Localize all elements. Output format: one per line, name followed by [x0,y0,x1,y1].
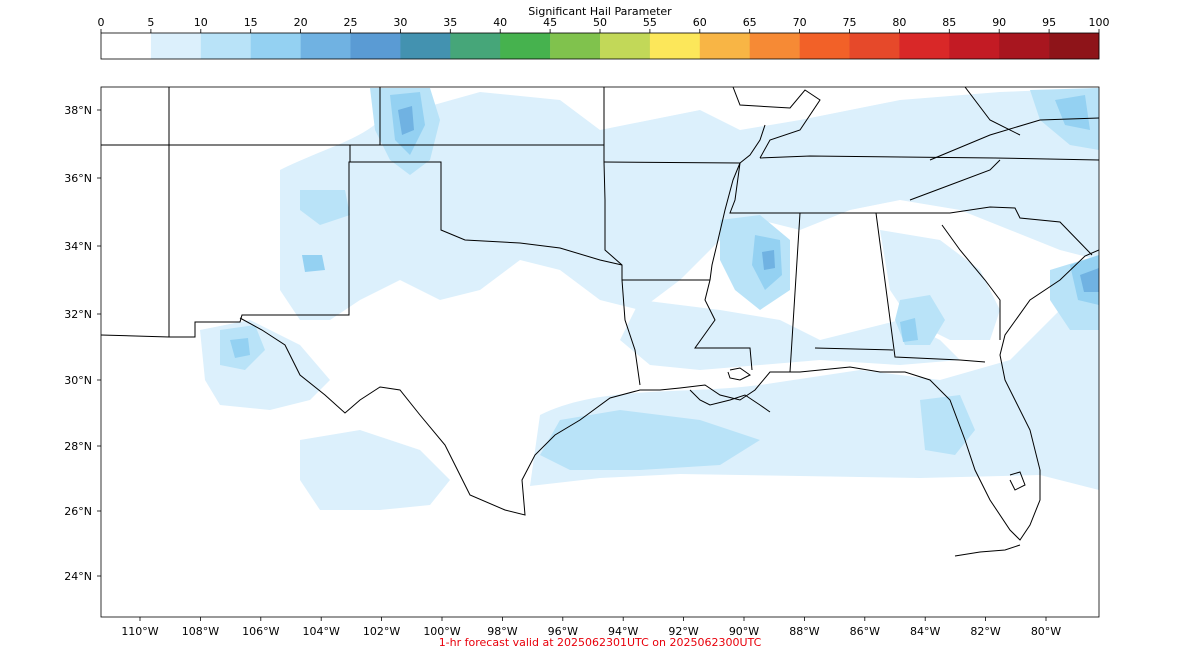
longitude-label: 96°W [548,625,578,638]
latitude-label: 34°N [64,240,92,253]
latitude-label: 38°N [64,104,92,117]
longitude-label: 106°W [242,625,279,638]
colorbar-tick-label: 10 [194,16,208,29]
colorbar-bin [849,33,900,59]
colorbar-tick-label: 25 [344,16,358,29]
colorbar-bin [899,33,950,59]
latitude-label: 30°N [64,374,92,387]
colorbar-tick-label: 90 [992,16,1006,29]
colorbar-tick-label: 15 [244,16,258,29]
latitude-label: 32°N [64,308,92,321]
colorbar-bin [400,33,451,59]
colorbar-bin [649,33,701,59]
longitude-label: 84°W [910,625,940,638]
longitude-label: 100°W [423,625,460,638]
colorbar-frame [100,32,1100,60]
longitude-label: 104°W [303,625,340,638]
colorbar-tick-label: 95 [1042,16,1056,29]
colorbar-tick-label: 60 [693,16,707,29]
colorbar-tick-label: 30 [393,16,407,29]
colorbar-bin [999,33,1050,59]
colorbar: Significant Hail Parameter 0 5 10 15 20 25 30 3… [98,5,1110,60]
colorbar-tick-label: 55 [643,16,657,29]
colorbar-bins [101,33,1100,59]
colorbar-tick-label: 50 [593,16,607,29]
colorbar-bin [350,33,401,59]
longitude-label: 102°W [363,625,400,638]
colorbar-tick-label: 35 [443,16,457,29]
colorbar-bin [600,33,651,59]
longitude-label: 80°W [1031,625,1061,638]
colorbar-bin [799,33,850,59]
colorbar-tick-label: 40 [493,16,507,29]
colorbar-bin [150,33,202,59]
colorbar-bin [450,33,501,59]
state-borders [101,87,1099,386]
colorbar-bin [1049,33,1100,59]
colorbar-bin [101,33,152,59]
longitude-label: 86°W [850,625,880,638]
map-area [101,87,1099,557]
longitude-label: 98°W [487,625,517,638]
longitude-label: 90°W [729,625,759,638]
longitude-label: 110°W [121,625,158,638]
longitude-label: 94°W [608,625,638,638]
colorbar-tick-label: 75 [843,16,857,29]
coastline [239,162,1099,557]
map-frame [100,86,1100,618]
colorbar-bin [250,33,301,59]
colorbar-ticks: 0 5 10 15 20 25 30 35 40 45 50 55 60 65 70 75 80 85 90 95 10… [98,16,1110,33]
latitude-labels: 38°N 36°N 34°N 32°N 30°N 28°N 26°N 24°N [64,104,101,583]
longitude-label: 88°W [789,625,819,638]
longitude-label: 108°W [182,625,219,638]
colorbar-bin [699,33,750,59]
latitude-label: 24°N [64,570,92,583]
colorbar-tick-label: 85 [942,16,956,29]
longitude-label: 92°W [668,625,698,638]
colorbar-tick-label: 5 [147,16,154,29]
colorbar-tick-label: 65 [743,16,757,29]
colorbar-tick-label: 20 [294,16,308,29]
colorbar-bin [949,33,1000,59]
colorbar-bin [200,33,251,59]
longitude-labels: 110°W 108°W 106°W 104°W 102°W 100°W 98°W 96°W 94… [121,617,1061,638]
colorbar-bin [749,33,800,59]
colorbar-tick-label: 0 [98,16,105,29]
colorbar-tick-label: 45 [543,16,557,29]
colorbar-tick-label: 70 [793,16,807,29]
colorbar-tick-label: 80 [892,16,906,29]
colorbar-bin [300,33,351,59]
latitude-label: 28°N [64,440,92,453]
longitude-label: 82°W [970,625,1000,638]
colorbar-bin [500,33,551,59]
hail-parameter-field [200,88,1099,510]
latitude-label: 36°N [64,172,92,185]
colorbar-title: Significant Hail Parameter [528,5,672,18]
latitude-label: 26°N [64,505,92,518]
colorbar-tick-label: 100 [1089,16,1110,29]
forecast-footer: 1-hr forecast valid at 2025062301UTC on … [439,636,762,649]
colorbar-bin [550,33,601,59]
